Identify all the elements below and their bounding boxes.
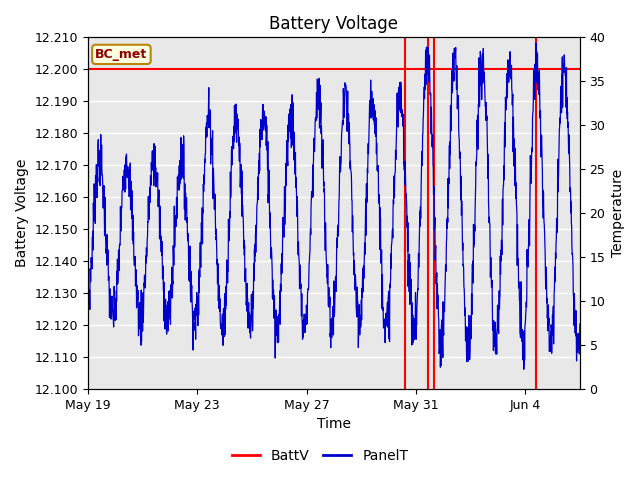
- Y-axis label: Temperature: Temperature: [611, 169, 625, 257]
- Text: BC_met: BC_met: [95, 48, 148, 61]
- Y-axis label: Battery Voltage: Battery Voltage: [15, 159, 29, 267]
- Legend: BattV, PanelT: BattV, PanelT: [226, 443, 414, 468]
- Title: Battery Voltage: Battery Voltage: [269, 15, 398, 33]
- X-axis label: Time: Time: [317, 418, 351, 432]
